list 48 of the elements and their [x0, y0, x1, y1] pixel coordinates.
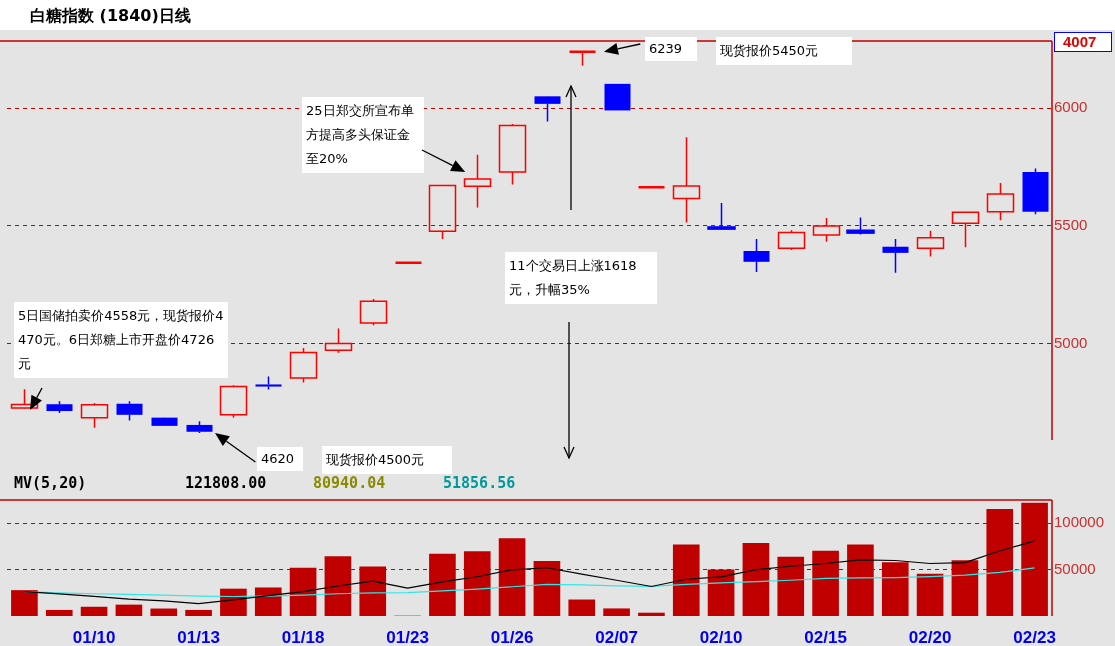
bar	[533, 560, 561, 616]
annotation: 11个交易日上涨1618元，升幅35%	[505, 252, 657, 304]
candlestick	[672, 136, 701, 224]
bar	[150, 608, 178, 616]
candlestick	[151, 417, 178, 426]
x-tick-label: 01/26	[490, 627, 534, 646]
candlestick	[743, 238, 770, 273]
y-tick-label: 5500	[1054, 215, 1088, 233]
x-tick-label: 02/07	[595, 627, 638, 646]
x-tick-label: 01/10	[72, 627, 116, 646]
y-tick-label: 5000	[1054, 333, 1088, 351]
text: 80940.04	[313, 474, 386, 492]
text: 4007	[1054, 32, 1112, 52]
x-tick-label: 02/10	[699, 627, 743, 646]
bar	[115, 604, 143, 616]
bar	[11, 590, 38, 616]
text: 4620	[257, 447, 303, 471]
text: 现货报价4500元	[322, 446, 452, 474]
annotation: 现货报价5450元	[716, 37, 852, 65]
x-tick-label: 02/20	[908, 627, 952, 646]
candlestick	[986, 182, 1015, 222]
annotation: 25日郑交所宣布单方提高多头保证金至20%	[302, 97, 424, 173]
bar	[603, 608, 630, 616]
candlestick	[882, 238, 909, 274]
text: MV(5,20)	[14, 474, 87, 492]
candlestick	[707, 202, 736, 230]
bar	[80, 606, 108, 616]
text: 51856.56	[443, 474, 516, 492]
bar	[638, 612, 665, 616]
x-tick-label: 01/23	[386, 627, 429, 646]
y-tick-label: 6000	[1054, 98, 1088, 116]
x-tick-label: 01/13	[177, 627, 220, 646]
bar	[45, 609, 73, 616]
bar	[916, 573, 944, 616]
chart-title: 白糖指数 (1840)日线	[30, 6, 191, 27]
bar	[568, 599, 596, 616]
annotation: 6239	[645, 37, 697, 61]
x-tick-label: 02/23	[1013, 627, 1056, 646]
y-tick-label: 50000	[1054, 559, 1096, 577]
bar	[254, 587, 282, 616]
x-tick-label: 02/15	[804, 627, 847, 646]
x-tick-label: 01/18	[281, 627, 325, 646]
candlestick	[951, 211, 980, 248]
bar	[185, 609, 212, 616]
text: 121808.00	[185, 474, 267, 492]
annotation: 5日国储拍卖价4558元，现货报价4470元。6日郑糖上市开盘价4726元	[14, 302, 228, 378]
y-tick-label: 100000	[1054, 513, 1105, 531]
bar	[220, 588, 247, 616]
